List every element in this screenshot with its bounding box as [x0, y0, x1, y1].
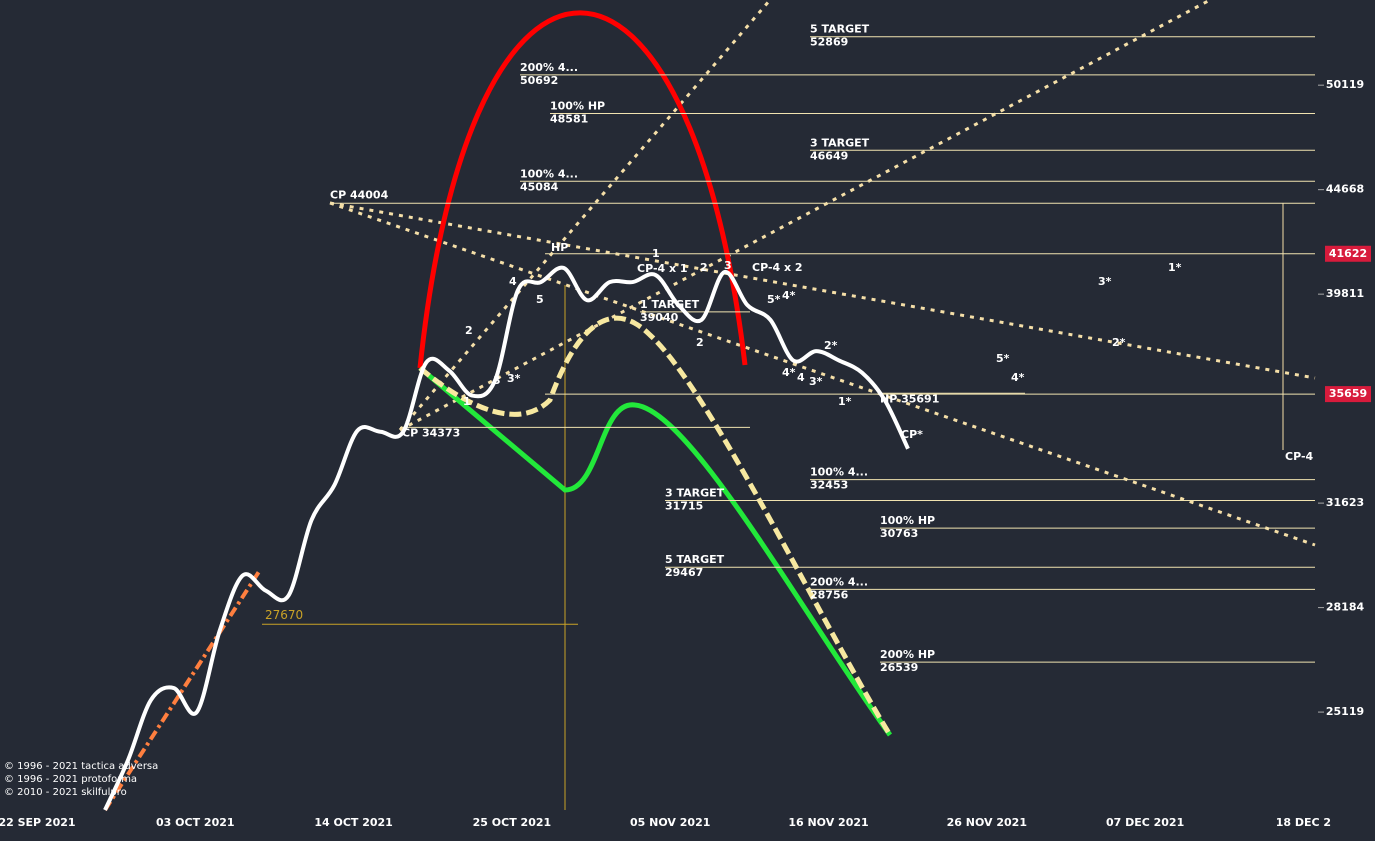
red-projection: [417, 10, 748, 369]
wave-label: 3*: [507, 372, 521, 385]
level-label: 200% HP: [880, 648, 935, 661]
wave-label: CP-4 x 2: [752, 261, 803, 274]
level-label: 100% 4...: [810, 466, 868, 479]
level-value: 46649: [810, 149, 848, 162]
wave-label: CP-4 x 1: [637, 262, 688, 275]
wave-label: 4*: [782, 289, 796, 302]
x-tick-label: 25 OCT 2021: [473, 816, 552, 829]
wave-label: 1*: [838, 395, 852, 408]
level-value: 29467: [665, 566, 703, 579]
wave-label: 4: [509, 275, 517, 288]
level-value: 28756: [810, 588, 849, 601]
level-value: 45084: [520, 180, 559, 193]
green-projection: [418, 366, 893, 737]
level-value: 50692: [520, 74, 558, 87]
dashed-projection: [418, 315, 893, 737]
copyright-line: © 1996 - 2021 protoforma: [4, 774, 137, 785]
wave-label: CP-4: [1285, 450, 1314, 463]
trend-line: [399, 0, 1211, 432]
x-tick-label: 07 DEC 2021: [1106, 816, 1184, 829]
y-tick-label: 31623: [1326, 496, 1364, 509]
level-value: 48581: [550, 112, 588, 125]
trend-line: [329, 201, 1316, 547]
wave-label: 2*: [824, 339, 838, 352]
wave-label: 5: [536, 293, 544, 306]
wave-label: 3*: [809, 375, 823, 388]
wave-label: 5*: [767, 293, 781, 306]
price-line: [103, 265, 910, 811]
level-value: 39040: [640, 311, 679, 324]
wave-label: 1*: [1168, 261, 1182, 274]
level-label: 27670: [265, 608, 303, 622]
wave-label: 5*: [996, 352, 1010, 365]
level-label: 1 TARGET: [640, 298, 700, 311]
x-tick-label: 26 NOV 2021: [947, 816, 1027, 829]
copyright-line: © 2010 - 2021 skilfulpro: [4, 787, 127, 798]
level-value: 52869: [810, 36, 848, 49]
level-value: 32453: [810, 479, 848, 492]
y-tick-label: 39811: [1326, 287, 1364, 300]
level-label: CP 44004: [330, 188, 389, 201]
wave-label: 1: [652, 247, 660, 260]
level-label: 100% 4...: [520, 167, 578, 180]
wave-label: 2: [465, 324, 473, 337]
projections: [103, 0, 1316, 812]
wave-label: 4*: [1011, 371, 1025, 384]
level-label: 5 TARGET: [665, 553, 725, 566]
y-tick-label: 28184: [1326, 601, 1365, 614]
wave-label: HP: [551, 241, 568, 254]
level-label: HP 35691: [880, 392, 939, 405]
level-label: 100% HP: [550, 99, 605, 112]
level-label: CP 34373: [402, 426, 460, 439]
copyright-line: © 1996 - 2021 tactica adversa: [4, 761, 158, 772]
wave-label: 3: [724, 259, 732, 272]
wave-label: 4*: [782, 366, 796, 379]
x-tick-label: 22 SEP 2021: [0, 816, 76, 829]
x-tick-label: 14 OCT 2021: [314, 816, 393, 829]
level-label: 100% HP: [880, 514, 935, 527]
level-label: 3 TARGET: [665, 486, 725, 499]
level-label: 200% 4...: [520, 61, 578, 74]
wave-label: 2: [700, 261, 708, 274]
y-tick-label: 44668: [1326, 183, 1364, 196]
wave-label: 4: [797, 371, 805, 384]
x-tick-label: 05 NOV 2021: [630, 816, 710, 829]
x-tick-label: 16 NOV 2021: [788, 816, 868, 829]
orange-trend: [103, 568, 262, 812]
level-label: 5 TARGET: [810, 23, 870, 36]
trend-line: [398, 0, 772, 431]
level-value: 30763: [880, 527, 918, 540]
level-value: 26539: [880, 661, 918, 674]
price-tag: [1325, 386, 1371, 403]
wave-label: 2*: [1112, 336, 1126, 349]
price-tag-label: 35659: [1329, 387, 1367, 400]
x-tick-label: 18 DEC 2: [1276, 816, 1331, 829]
price-tag: [1325, 245, 1371, 262]
level-label: 3 TARGET: [810, 136, 870, 149]
trend-line: [329, 201, 1316, 380]
wave-label: CP*: [901, 428, 923, 441]
wave-label: 3: [493, 374, 501, 387]
wave-label: 1: [463, 395, 471, 408]
wave-label: 2: [696, 336, 704, 349]
level-label: 200% 4...: [810, 575, 868, 588]
y-tick-label: 25119: [1326, 705, 1364, 718]
price-tag-label: 41622: [1329, 247, 1367, 260]
wave-label: 3*: [1098, 275, 1112, 288]
x-tick-label: 03 OCT 2021: [156, 816, 235, 829]
y-tick-label: 50119: [1326, 78, 1364, 91]
level-value: 31715: [665, 499, 703, 512]
